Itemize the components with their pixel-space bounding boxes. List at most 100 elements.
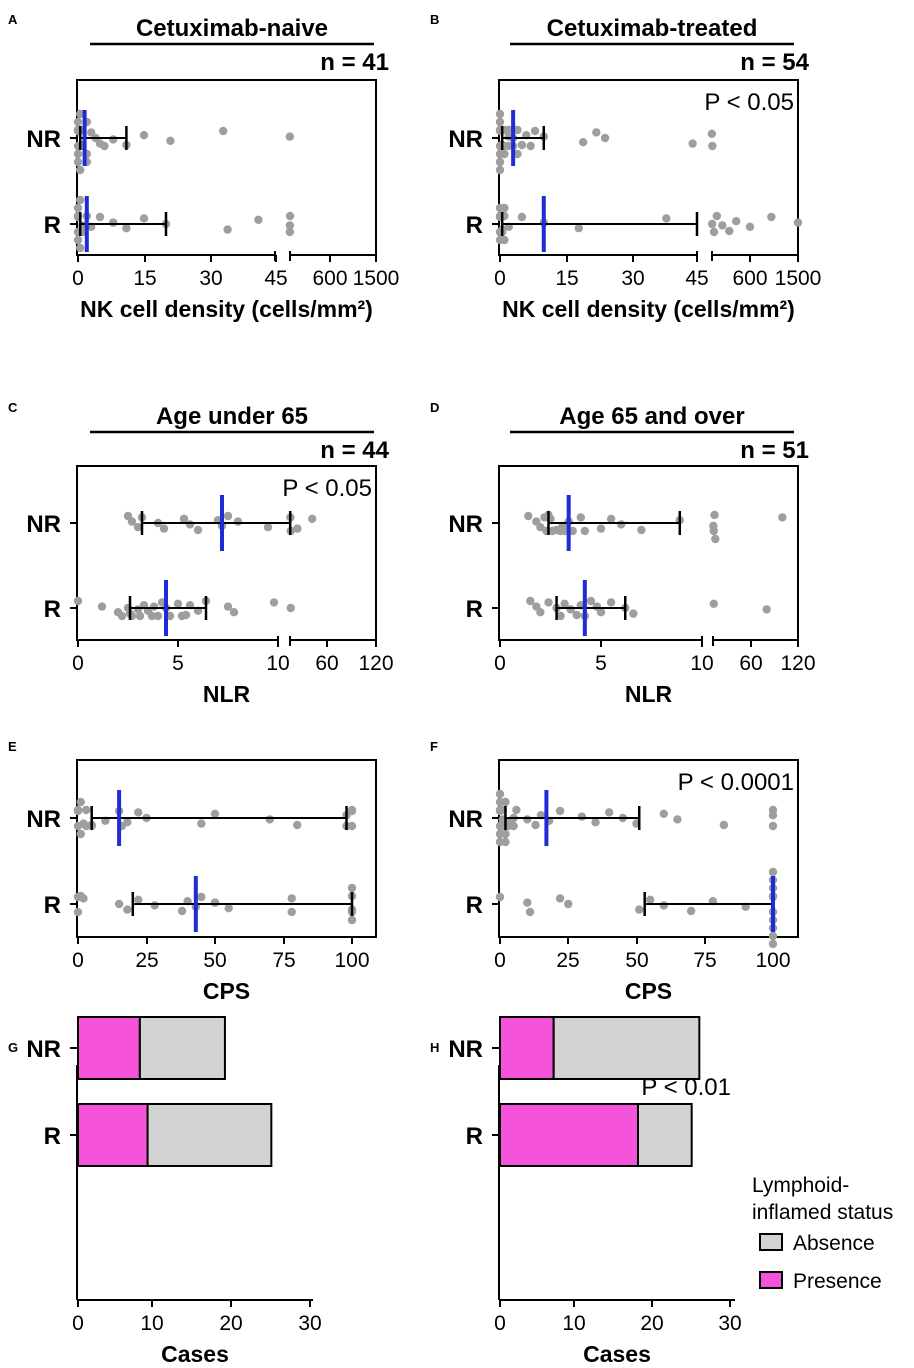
data-point (524, 511, 533, 521)
panel-title: Age 65 and over (559, 403, 744, 430)
data-point (708, 141, 717, 151)
data-point (517, 212, 527, 222)
data-point (73, 149, 83, 159)
data-point (725, 226, 734, 236)
data-point (308, 514, 317, 523)
data-point (179, 514, 189, 523)
data-point (745, 222, 755, 231)
x-axis-label: CPS (203, 978, 250, 1004)
data-point (526, 596, 535, 606)
category-label: NR (448, 1036, 483, 1063)
category-label: R (44, 212, 61, 239)
x-tick-label: 75 (693, 949, 716, 972)
data-point (127, 517, 137, 526)
data-point (523, 815, 532, 824)
p-value: P < 0.0001 (678, 769, 794, 796)
x-tick-label: 10 (562, 1312, 585, 1335)
panel-letter: D (430, 400, 439, 415)
x-tick-label: 0 (72, 267, 84, 290)
data-point (707, 219, 717, 229)
data-point (76, 829, 85, 839)
data-point (580, 526, 590, 536)
axis-break-gap (276, 251, 289, 261)
category-label: R (466, 596, 483, 623)
data-point (76, 243, 85, 253)
data-point (123, 818, 132, 827)
data-point (76, 165, 85, 175)
data-point (709, 526, 718, 536)
data-point (525, 907, 535, 917)
data-point (117, 611, 127, 621)
data-point (555, 806, 565, 816)
data-point (768, 805, 778, 815)
data-point (600, 133, 610, 143)
n-label: n = 41 (320, 49, 389, 76)
data-point (73, 157, 83, 167)
data-point (197, 819, 206, 828)
data-point (555, 894, 565, 903)
bar-absence (637, 1103, 693, 1167)
x-tick-label: 0 (494, 949, 506, 972)
data-point (166, 136, 175, 145)
data-point (73, 117, 83, 127)
data-point (509, 821, 518, 831)
data-point (269, 598, 279, 607)
panel-letter: E (8, 739, 17, 754)
x-tick-label: 0 (72, 949, 84, 972)
data-point (707, 129, 717, 138)
data-point (712, 211, 722, 221)
data-point (596, 524, 606, 533)
data-point (635, 905, 644, 914)
data-point (285, 221, 295, 230)
data-point (564, 899, 573, 909)
data-point (293, 524, 302, 533)
data-point (134, 808, 143, 817)
panel-title: Cetuximab-naive (136, 15, 328, 42)
data-point (233, 517, 243, 526)
axis-break-gap (698, 251, 711, 261)
data-point (79, 894, 88, 903)
x-tick-label: 0 (494, 267, 506, 290)
data-point (76, 797, 85, 807)
data-point (287, 894, 296, 903)
data-point (501, 797, 510, 807)
x-tick-label: 20 (219, 1312, 242, 1335)
data-point (229, 608, 239, 617)
data-point (109, 218, 118, 227)
panel-title: Cetuximab-treated (547, 15, 758, 42)
data-point (762, 605, 771, 614)
data-point (95, 212, 105, 222)
x-tick-label: 10 (690, 652, 713, 675)
panel-letter: G (8, 1040, 18, 1055)
p-value: P < 0.05 (704, 89, 794, 116)
data-point (73, 596, 83, 606)
data-point (173, 599, 183, 608)
axis-break-gap (279, 636, 289, 646)
data-point (530, 126, 540, 136)
data-point (523, 898, 532, 907)
data-point (495, 157, 505, 167)
panel-a: Cetuximab-naive n = 41 0 15 30 45 600 1500 NK ce… (8, 12, 399, 322)
data-point (73, 235, 83, 245)
category-label: R (44, 892, 61, 919)
panel-letter: B (430, 12, 439, 27)
data-point (596, 608, 606, 617)
category-label: NR (26, 511, 61, 538)
data-point (147, 611, 157, 621)
data-point (100, 141, 109, 151)
x-tick-label: 60 (315, 652, 338, 675)
x-tick-label: 120 (358, 652, 393, 675)
data-point (617, 520, 626, 529)
x-tick-label: 50 (625, 949, 648, 972)
x-tick-label: 25 (556, 949, 579, 972)
data-point (134, 895, 143, 904)
data-point (572, 610, 581, 620)
data-point (637, 525, 646, 535)
data-point (659, 901, 668, 910)
panel-g: 0 10 20 30 Cases NR R G (8, 1016, 322, 1367)
x-tick-label: 30 (621, 267, 644, 290)
x-tick-label: 45 (264, 267, 287, 290)
data-point (224, 904, 233, 913)
data-point (254, 215, 263, 224)
